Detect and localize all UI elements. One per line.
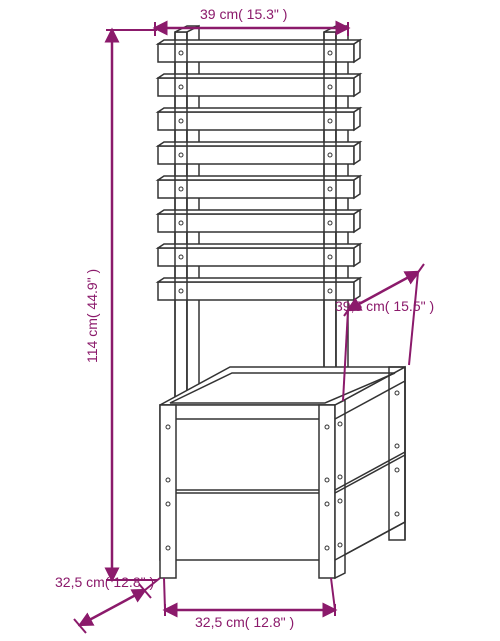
dim-depth-right: 39,5 cm( 15.5" ) xyxy=(335,298,434,314)
dim-total-height: 114 cm( 44.9" ) xyxy=(84,269,100,363)
product-diagram xyxy=(0,0,500,641)
dim-width-bottom: 32,5 cm( 12.8" ) xyxy=(195,614,294,630)
dim-depth-left: 32,5 cm( 12.8" ) xyxy=(55,574,154,590)
dim-top-width: 39 cm( 15.3" ) xyxy=(200,6,287,22)
